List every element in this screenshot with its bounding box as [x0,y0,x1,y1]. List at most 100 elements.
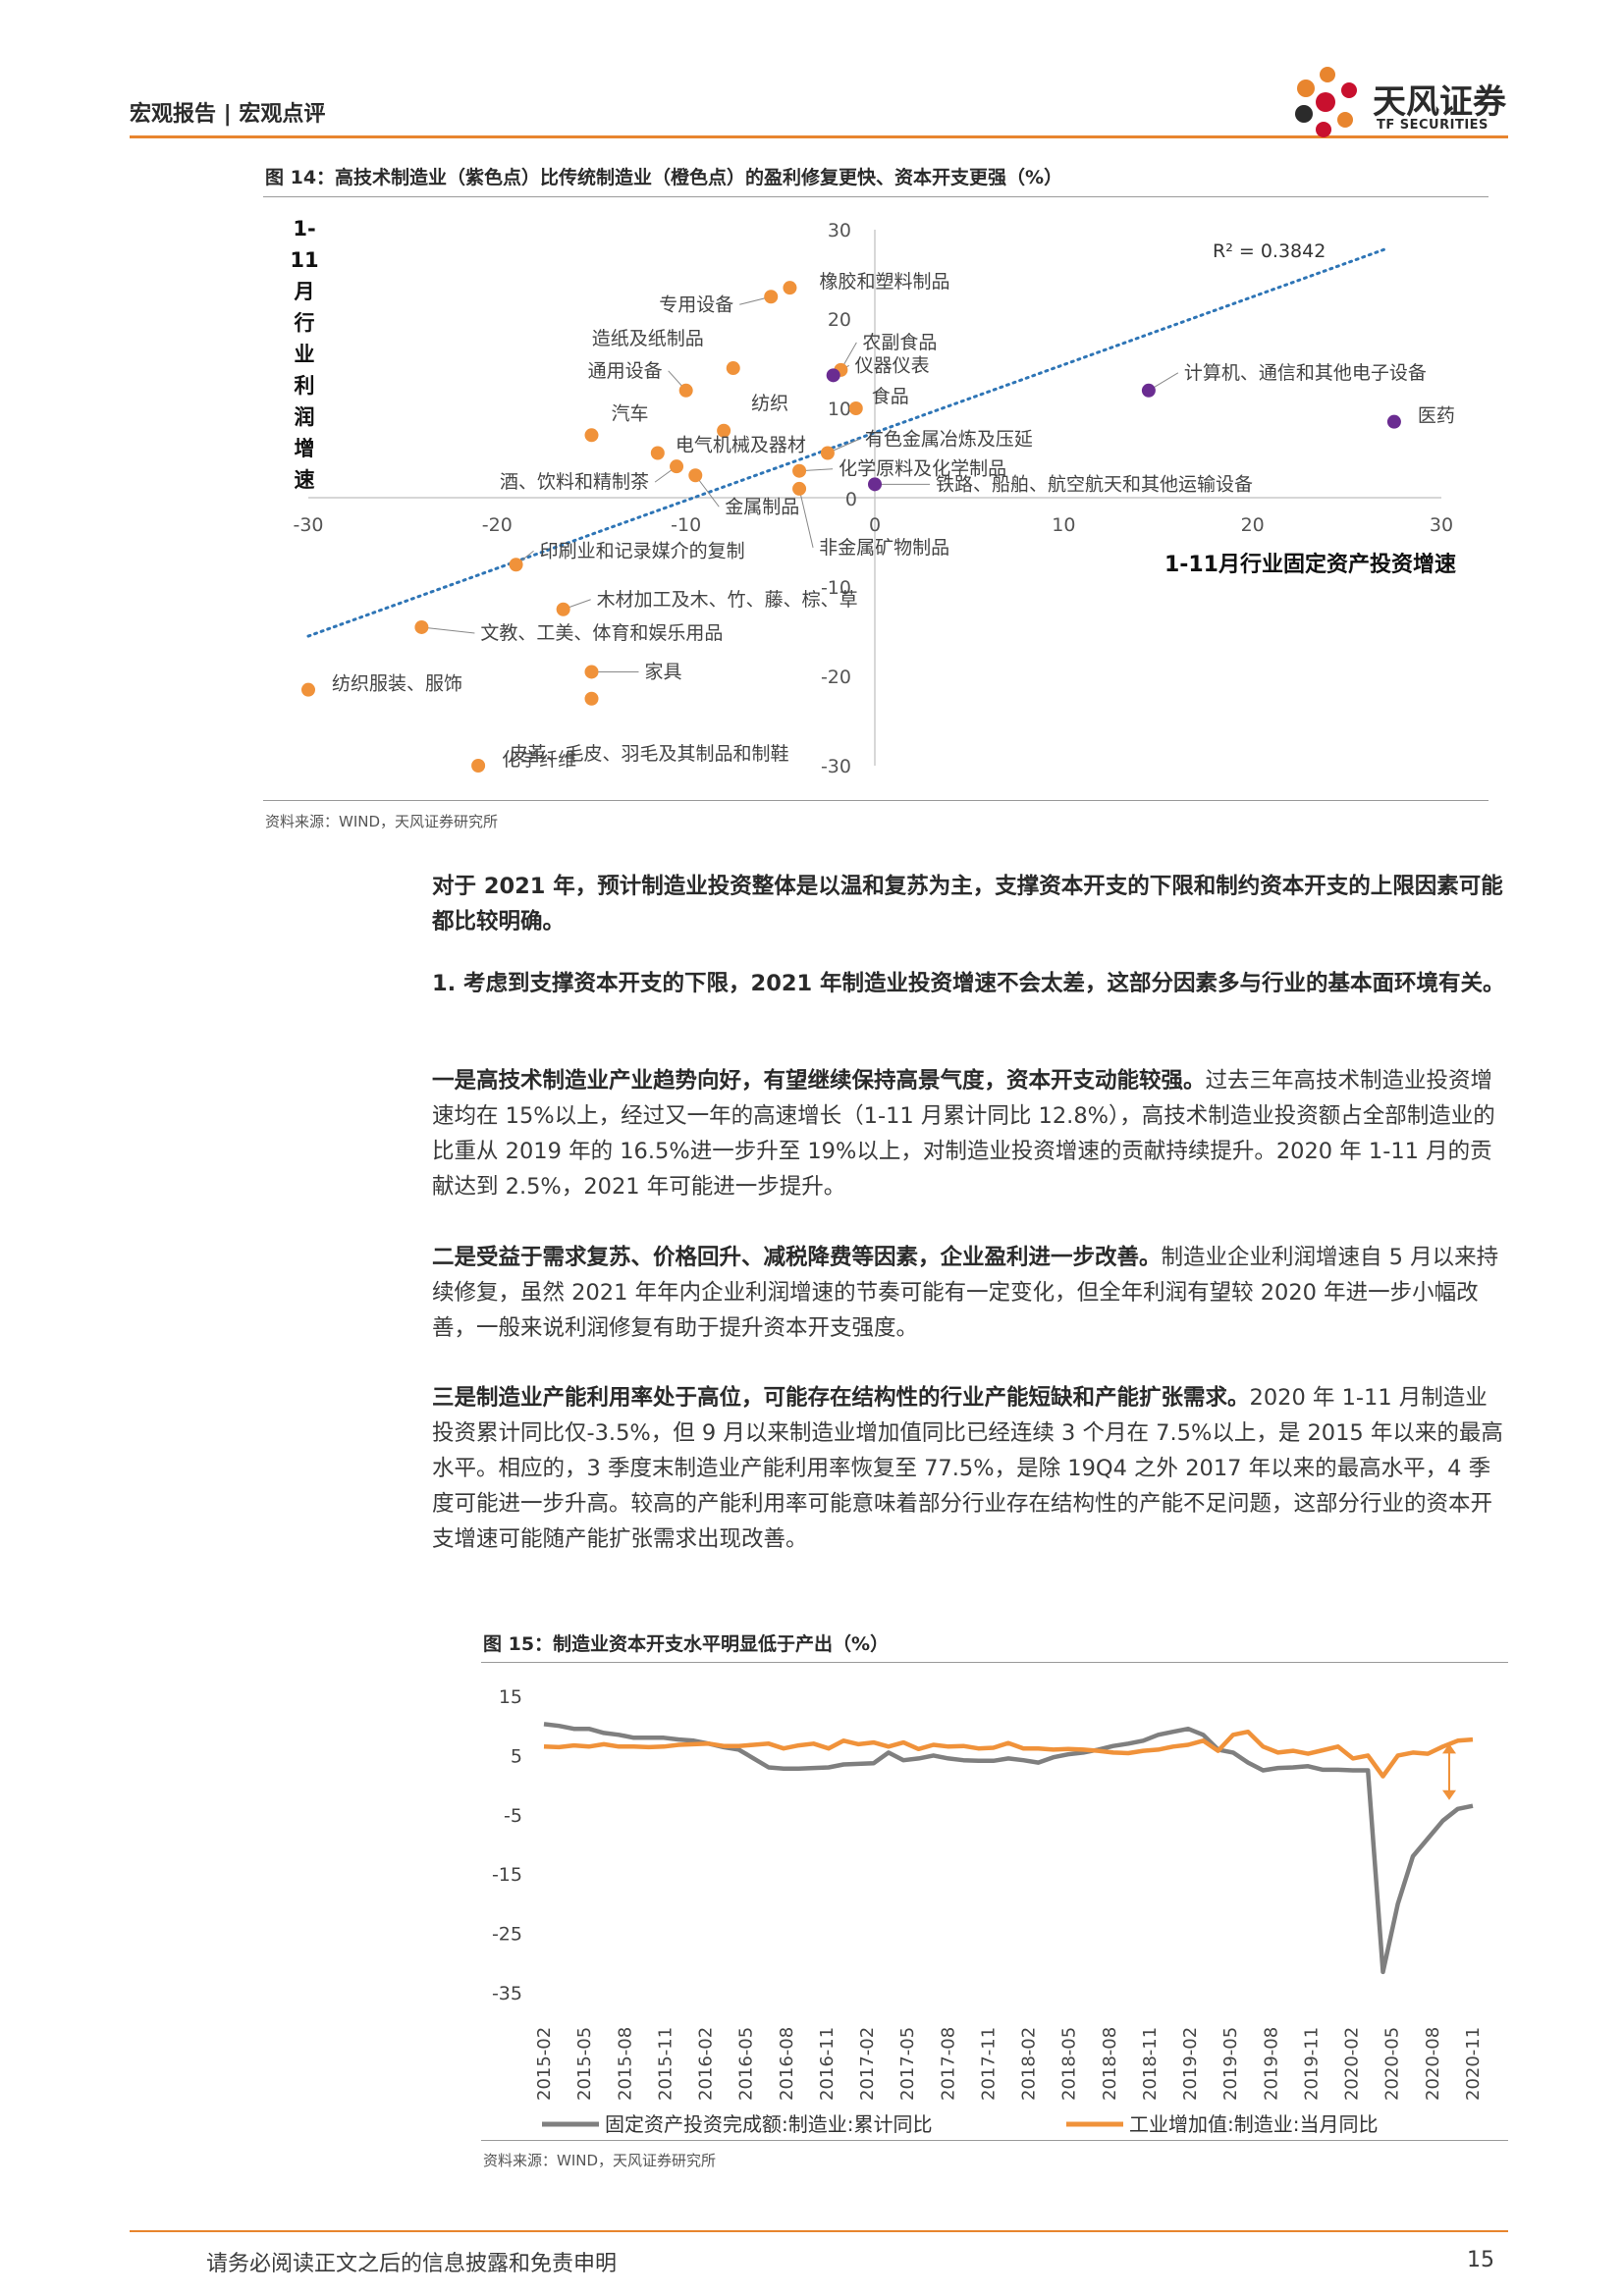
footer-rule [130,2230,1508,2232]
scatter-y-tick: 20 [828,309,851,331]
scatter-point-label: 化学原料及化学制品 [839,458,1006,480]
scatter-point [584,691,599,706]
scatter-point-label: 医药 [1418,405,1455,427]
line-x-tick: 2015-05 [574,2027,595,2101]
scatter-ylabel-char: 11 [290,248,318,272]
line-y-tick: -5 [504,1805,522,1827]
scatter-ylabel-char: 利 [295,374,315,398]
line-x-tick: 2015-11 [655,2027,676,2101]
line-x-tick: 2019-08 [1261,2027,1281,2101]
scatter-point-label: 家具 [645,661,682,682]
line-x-tick: 2018-08 [1100,2027,1120,2101]
line-x-tick: 2016-11 [817,2027,838,2101]
scatter-xlabel: 1-11月行业固定资产投资增速 [1164,552,1456,577]
line-x-tick: 2020-11 [1463,2027,1484,2101]
scatter-point [826,368,840,383]
paragraph-2: 1. 考虑到支撑资本开支的下限，2021 年制造业投资增速不会太差，这部分因素多… [432,971,1505,996]
scatter-point-label: 铁路、船舶、航空航天和其他运输设备 [936,473,1253,495]
scatter-point [414,619,429,634]
scatter-point-label: 橡胶和塑料制品 [819,271,949,293]
fig14-title: 图 14：高技术制造业（紫色点）比传统制造业（橙色点）的盈利修复更快、资本开支更… [265,167,1063,188]
scatter-point [556,602,570,616]
scatter-point-label: 仪器仪表 [855,354,930,376]
scatter-x-tick: 0 [869,514,881,536]
fig14-top-rule [263,196,1489,197]
paragraph-1: 对于 2021 年，预计制造业投资整体是以温和复苏为主，支撑资本开支的下限和制约… [432,874,1503,934]
trend-line [306,247,1386,638]
scatter-point [584,665,599,679]
scatter-point-label: 通用设备 [588,360,663,382]
scatter-point [792,481,807,496]
scatter-point-label: 非金属矿物制品 [819,537,949,559]
scatter-y-tick: -20 [821,667,851,688]
scatter-point [670,459,684,474]
scatter-point-label: 皮革、毛皮、羽毛及其制品和制鞋 [510,743,789,765]
series-fixed-investment-line [543,1722,1474,1975]
line-y-tick: 5 [511,1745,522,1767]
line-x-tick: 2018-02 [1019,2027,1040,2101]
fig14-source: 资料来源：WIND，天风证券研究所 [265,813,499,830]
page-number: 15 [1467,2248,1494,2272]
line-x-tick: 2015-02 [534,2027,555,2101]
scatter-point [792,463,807,478]
scatter-point [1141,383,1156,398]
paragraph-5: 三是制造业产能利用率处于高位，可能存在结构性的行业产能短缺和产能扩张需求。202… [432,1385,1503,1552]
fig15-bottom-rule [481,2140,1508,2141]
scatter-point-label: 木材加工及木、竹、藤、棕、草 [597,589,858,611]
scatter-point-label: 有色金属冶炼及压延 [865,429,1033,451]
line-y-tick: -15 [492,1864,522,1886]
line-x-tick: 2020-08 [1423,2027,1443,2101]
line-x-tick: 2018-05 [1059,2027,1080,2101]
line-x-tick: 2020-02 [1342,2027,1363,2101]
line-x-tick: 2017-11 [978,2027,999,2101]
fig15-line-chart: 15 5 -5 -15 -25 -35 2015-02 2015-05 2015-08 2015… [492,1686,1484,2136]
scatter-point-label: 金属制品 [725,496,799,517]
line-x-tick: 2019-11 [1301,2027,1322,2101]
scatter-point-label: 文教、工美、体育和娱乐用品 [480,622,723,644]
scatter-point [678,383,693,398]
scatter-point-label: 纺织服装、服饰 [332,673,462,695]
scatter-ylabel-char: 月 [294,280,315,303]
line-x-tick: 2019-05 [1220,2027,1241,2101]
scatter-point [509,558,523,572]
scatter-point [584,428,599,443]
scatter-point [301,682,315,697]
line-x-tick: 2016-05 [736,2027,757,2101]
line-y-tick: -25 [492,1924,522,1946]
scatter-point [650,446,665,460]
fig14-bottom-rule [263,800,1489,801]
scatter-point [688,468,703,483]
line-x-tick: 2016-08 [777,2027,797,2101]
scatter-ylabel-char: 1- [293,217,315,240]
line-x-tick: 2020-05 [1382,2027,1403,2101]
scatter-point-label: 造纸及纸制品 [592,328,704,349]
fig15-title: 图 15：制造业资本开支水平明显低于产出（%） [483,1633,890,1655]
scatter-point-label: 专用设备 [659,294,733,315]
line-x-tick: 2017-02 [857,2027,878,2101]
logo-subtitle: TF SECURITIES [1377,118,1489,133]
scatter-point-label: 纺织 [751,393,788,414]
scatter-ylabel-char: 行 [294,311,315,335]
scatter-point-label: 酒、饮料和精制茶 [500,471,649,493]
scatter-y-tick: -10 [821,577,851,599]
scatter-x-tick: -20 [482,514,513,536]
scatter-point [1386,414,1401,429]
scatter-point-label: 汽车 [612,402,649,424]
paragraph-3: 一是高技术制造业产业趋势向好，有望继续保持高景气度，资本开支动能较强。过去三年高… [432,1068,1495,1200]
line-x-tick: 2018-11 [1140,2027,1161,2101]
legend-label: 固定资产投资完成额:制造业:累计同比 [605,2112,932,2136]
line-y-tick: -35 [492,1983,522,2004]
scatter-point-label: 印刷业和记录媒介的复制 [540,540,745,561]
tf-logo-icon [1295,67,1357,137]
scatter-x-tick: 20 [1241,514,1265,536]
line-x-tick: 2017-08 [938,2027,958,2101]
scatter-ylabel-char: 速 [295,468,315,492]
line-y-tick: 15 [499,1686,522,1708]
logo-name: 天风证券 [1373,82,1506,122]
scatter-ylabel-char: 业 [295,343,315,366]
label-leader [798,488,814,549]
scatter-x-tick: -30 [293,514,323,536]
line-x-tick: 2017-05 [897,2027,918,2101]
scatter-y-tick: -30 [821,756,851,777]
